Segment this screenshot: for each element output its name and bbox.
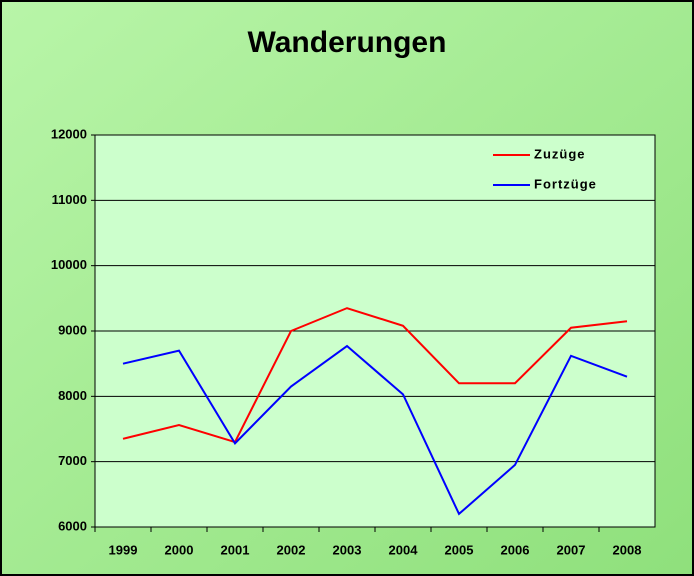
legend-label: Fortzüge <box>534 176 597 191</box>
legend-label: Zuzüge <box>534 146 586 161</box>
x-tick-label: 2007 <box>557 542 586 557</box>
chart-title: Wanderungen <box>248 26 447 59</box>
x-tick-label: 2008 <box>613 542 642 557</box>
x-tick-label: 2001 <box>221 542 250 557</box>
y-tick-label: 8000 <box>58 388 87 403</box>
x-tick-label: 2004 <box>389 542 419 557</box>
y-tick-label: 7000 <box>58 453 87 468</box>
x-tick-label: 1999 <box>109 542 138 557</box>
x-tick-label: 2003 <box>333 542 362 557</box>
y-tick-label: 9000 <box>58 322 87 337</box>
line-series <box>122 307 628 444</box>
x-tick-label: 2006 <box>501 542 530 557</box>
x-tick-label: 2002 <box>277 542 306 557</box>
y-tick-label: 10000 <box>51 257 87 272</box>
y-tick-label: 12000 <box>51 126 87 141</box>
x-tick-label: 2005 <box>445 542 474 557</box>
y-tick-label: 6000 <box>58 518 87 533</box>
line-series <box>122 344 628 516</box>
y-tick-label: 11000 <box>52 192 87 207</box>
x-tick-label: 2000 <box>165 542 194 557</box>
